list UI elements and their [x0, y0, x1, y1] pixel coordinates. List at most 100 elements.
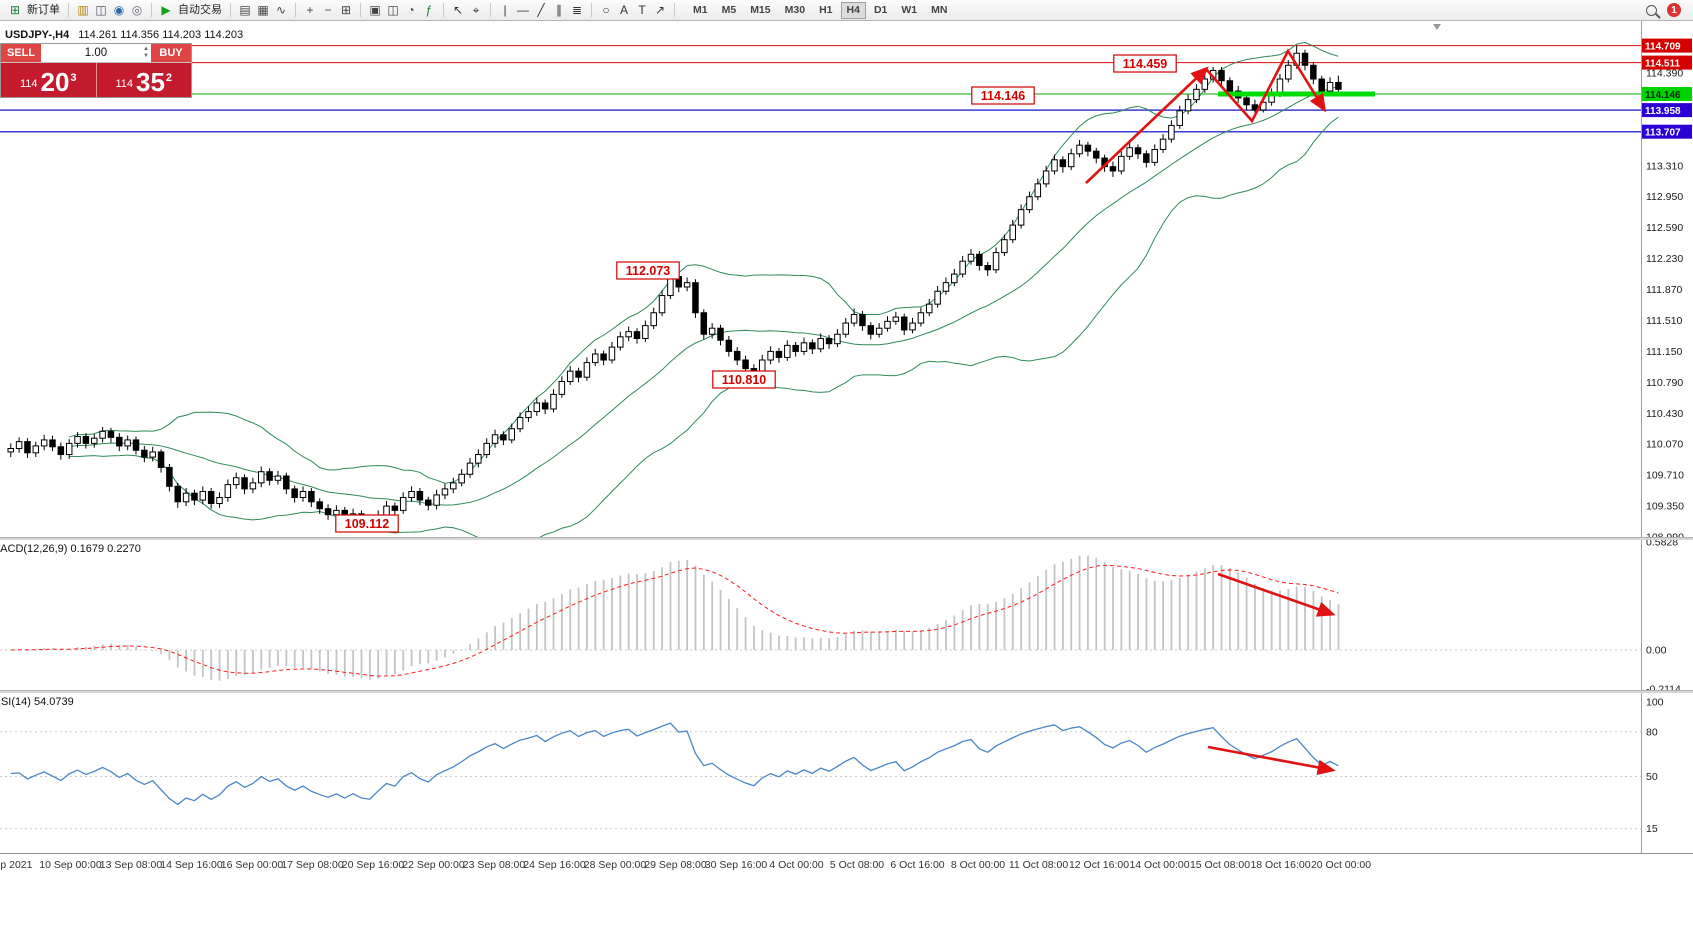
autotrading-icon[interactable]: ▶	[161, 3, 171, 17]
time-label: 23 Sep 08:00	[463, 859, 526, 871]
svg-text:111.870: 111.870	[1646, 284, 1683, 296]
volume-down-icon[interactable]: ▼	[143, 53, 149, 59]
buy-price[interactable]: 114 35 2	[97, 63, 192, 97]
chart-shift-marker[interactable]	[1433, 24, 1441, 30]
time-label: 29 Sep 08:00	[644, 859, 707, 871]
buy-price-prefix: 114	[115, 78, 133, 90]
alerts-icon[interactable]: ◉	[113, 3, 125, 17]
svg-text:113.707: 113.707	[1645, 127, 1681, 138]
pane-splitter[interactable]	[0, 537, 1693, 540]
zoom-out-icon[interactable]: −	[324, 3, 332, 17]
svg-text:110.070: 110.070	[1646, 439, 1683, 451]
macd-indicator[interactable]: 0.5828 0.00 -0.2114 MACD(12,26,9) 0.1679 0.…	[0, 540, 1693, 690]
channel-icon[interactable]: ∥	[556, 3, 562, 17]
trendline-icon[interactable]: ╱	[537, 3, 545, 17]
sell-price-sup: 3	[70, 72, 77, 84]
new-order-icon[interactable]: ⊞	[9, 3, 21, 17]
volume-stepper[interactable]: ▲ ▼	[143, 46, 149, 60]
timeframe-m1[interactable]: M1	[693, 3, 708, 16]
time-label: 28 Sep 00:00	[584, 859, 647, 871]
sound-icon[interactable]: ◎	[131, 3, 143, 17]
price-axis-labels[interactable]: 114.390 113.310 112.950 112.590 112.230 111.8…	[1646, 68, 1684, 538]
print-icon[interactable]: ◫	[95, 3, 107, 17]
search-icon[interactable]	[1646, 4, 1657, 16]
vertical-line-icon[interactable]: |	[503, 3, 507, 17]
rsi-axis-label: 15	[1646, 823, 1658, 835]
horizontal-level-lines[interactable]	[0, 45, 1641, 133]
chart-profiles-icon[interactable]: ◫	[387, 3, 399, 17]
toolbar-separator	[490, 3, 491, 17]
timeframe-m30[interactable]: M30	[784, 3, 806, 16]
buy-price-big: 35	[136, 67, 165, 97]
cursor-icon[interactable]: ↖	[452, 3, 464, 17]
sell-price-big: 20	[40, 67, 70, 97]
timeframe-mn[interactable]: MN	[931, 3, 948, 16]
trend-arrow	[1207, 745, 1336, 776]
new-chart-icon[interactable]: ▣	[369, 3, 381, 17]
time-label: 15 Oct 08:00	[1190, 859, 1250, 871]
buy-price-sup: 2	[165, 72, 173, 84]
timeframe-m5[interactable]: M5	[721, 3, 737, 16]
label-icon[interactable]: T	[638, 3, 646, 17]
pane-splitter[interactable]	[0, 690, 1693, 693]
timeframe-h4[interactable]: H4	[840, 1, 866, 19]
zoom-in-icon[interactable]: +	[306, 3, 314, 17]
price-annotations[interactable]: 114.459 114.146 112.073 110.810 109.112	[335, 54, 1177, 533]
time-label: 10 Sep 00:00	[39, 859, 102, 871]
svg-text:113.310: 113.310	[1646, 160, 1683, 172]
rsi-indicator[interactable]: 100 80 50 15 RSI(14) 54.0739	[0, 693, 1693, 853]
tile-windows-icon[interactable]: ⊞	[340, 3, 352, 17]
autotrading-button[interactable]: 自动交易	[178, 4, 222, 16]
svg-text:110.810: 110.810	[722, 373, 767, 387]
svg-text:112.590: 112.590	[1646, 222, 1683, 234]
text-icon[interactable]: A	[619, 3, 628, 17]
volume-value: 1.00	[84, 47, 108, 59]
candles-layer	[7, 45, 1342, 527]
sell-price-prefix: 114	[19, 78, 38, 90]
bar-chart-icon[interactable]: ▤	[239, 3, 251, 17]
toolbar-separator	[360, 3, 361, 17]
period-icon[interactable]: ◔	[407, 3, 415, 17]
time-label: 6 Oct 16:00	[890, 859, 944, 871]
new-order-button[interactable]: 新订单	[27, 4, 60, 16]
candlestick-chart-icon[interactable]: ▦	[257, 3, 269, 17]
horizontal-line-icon[interactable]: ―	[517, 3, 529, 17]
svg-text:108.990: 108.990	[1646, 532, 1684, 537]
svg-text:110.430: 110.430	[1646, 408, 1683, 420]
shapes-icon[interactable]: ○	[602, 3, 610, 17]
price-chart[interactable]: 114.390 113.310 112.950 112.590 112.230 111.8…	[0, 21, 1693, 537]
time-label: 14 Sep 16:00	[160, 859, 223, 871]
charts-grid-icon[interactable]: ▥	[77, 3, 89, 17]
toolbar-separator	[230, 3, 231, 17]
macd-axis-label: -0.2114	[1646, 684, 1681, 690]
timeframe-m15[interactable]: M15	[750, 3, 771, 16]
arrows-icon[interactable]: ↗	[654, 3, 666, 17]
toolbar-separator	[674, 3, 675, 17]
time-label: 14 Oct 00:00	[1129, 859, 1189, 871]
crosshair-icon[interactable]: ⌖	[472, 3, 480, 17]
notification-badge[interactable]: 1	[1667, 3, 1681, 17]
fibonacci-icon[interactable]: ≣	[571, 3, 583, 17]
rsi-title: RSI(14) 54.0739	[0, 696, 74, 708]
svg-text:114.146: 114.146	[981, 89, 1026, 103]
time-label: 18 Oct 16:00	[1250, 859, 1310, 871]
price-divider	[95, 63, 97, 97]
buy-button[interactable]: BUY	[151, 44, 191, 62]
volume-up-icon[interactable]: ▲	[143, 46, 149, 52]
time-label: 20 Oct 00:00	[1311, 859, 1371, 871]
sell-button[interactable]: SELL	[1, 44, 41, 62]
line-chart-icon[interactable]: ∿	[275, 3, 287, 17]
timeframe-w1[interactable]: W1	[901, 3, 918, 16]
main-toolbar: ⊞ 新订单 ▥ ◫ ◉ ◎ ▶ 自动交易 ▤ ▦ ∿ + − ⊞ ▣ ◫ ◔ ƒ ↖ ⌖ | ― ╱ ∥ ≣ ○ A T ↗ M1 M5 M…	[0, 0, 1693, 21]
timeframe-d1[interactable]: D1	[873, 3, 888, 16]
indicators-icon[interactable]: ƒ	[425, 3, 433, 17]
svg-text:109.350: 109.350	[1646, 501, 1684, 513]
svg-text:111.510: 111.510	[1646, 315, 1683, 327]
timeframe-bar: M1 M5 M15 M30 H1 H4 D1 W1 MN	[686, 1, 954, 19]
sell-price[interactable]: 114 20 3	[1, 63, 96, 97]
timeframe-h1[interactable]: H1	[819, 3, 833, 16]
volume-field[interactable]: 1.00 ▲ ▼	[41, 44, 151, 62]
price-tags: 114.709 114.511 114.146 113.958 113.707	[1642, 38, 1692, 139]
